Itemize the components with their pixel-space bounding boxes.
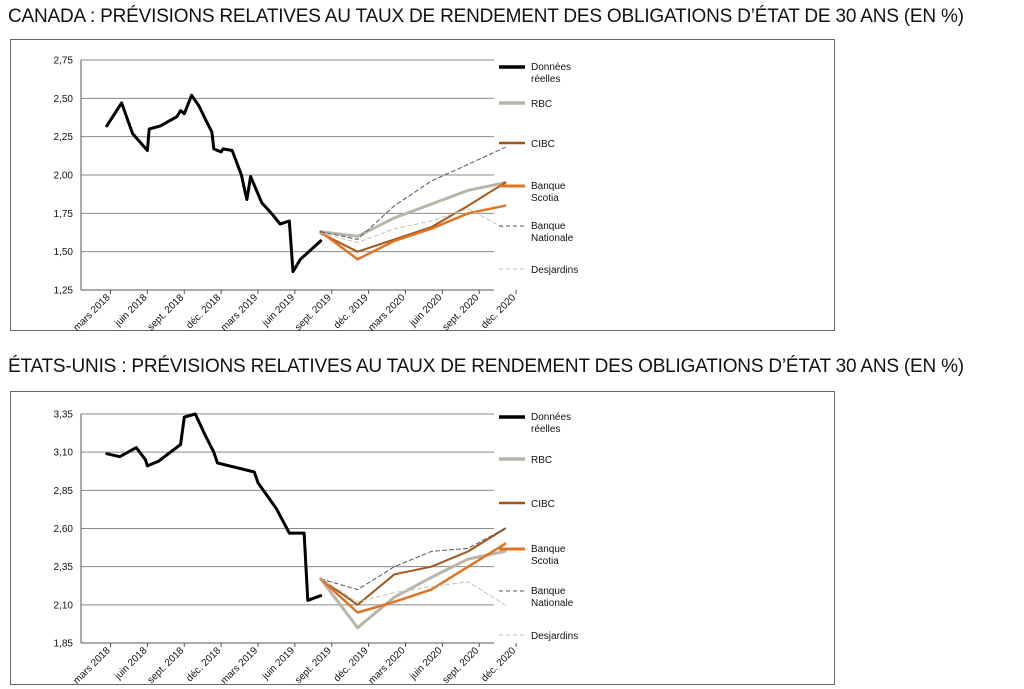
- chart-title-canada: CANADA : PRÉVISIONS RELATIVES AU TAUX DE…: [8, 6, 964, 27]
- series-line-3: [319, 542, 507, 614]
- x-tick-label: sept. 2018: [146, 645, 187, 686]
- x-tick-label: sept. 2018: [146, 292, 187, 332]
- x-tick-label: mars 2018: [71, 292, 112, 332]
- series-line-1: [319, 549, 507, 630]
- x-tick-label: mars 2019: [219, 645, 260, 686]
- legend-label: Desjardins: [531, 265, 578, 276]
- x-tick-label: sept. 2019: [293, 292, 334, 332]
- y-tick-label: 2,50: [54, 94, 74, 105]
- chart-canada: 1,25 1,50 1,75 2,00 2,25 2,50 2,75 mars 2018 jui…: [10, 39, 835, 333]
- x-tick-label: mars 2020: [366, 645, 407, 686]
- x-tick-label: sept. 2020: [441, 292, 482, 332]
- legend-label: Banque Scotia: [531, 544, 566, 567]
- y-tick-label: 1,85: [54, 639, 74, 650]
- x-tick-label: déc. 2018: [184, 292, 223, 331]
- legend-label: RBC: [531, 455, 552, 466]
- series-line-4: [320, 528, 506, 591]
- x-tick-label: juin 2018: [112, 292, 149, 329]
- x-tick-label: mars 2018: [71, 645, 112, 686]
- series-line-0: [105, 93, 323, 274]
- series-line-5: [320, 208, 506, 243]
- x-tick-label: mars 2020: [366, 292, 407, 332]
- y-tick-label: 2,35: [54, 562, 74, 573]
- x-tick-label: juin 2020: [407, 292, 444, 329]
- legend-label: RBC: [531, 99, 552, 110]
- y-tick-label: 2,75: [54, 56, 74, 67]
- y-tick-label: 1,25: [54, 286, 74, 297]
- x-tick-label: sept. 2020: [441, 645, 482, 686]
- chart-title-usa: ÉTATS-UNIS : PRÉVISIONS RELATIVES AU TAU…: [8, 356, 964, 377]
- legend-label: CIBC: [531, 499, 555, 510]
- x-tick-label: déc. 2019: [332, 645, 371, 684]
- legend-label: Données réelles: [531, 62, 571, 85]
- chart-usa: 1,85 2,10 2,35 2,60 2,85 3,10 3,35 mars 2018 jui…: [10, 391, 835, 687]
- y-tick-label: 3,35: [54, 410, 74, 421]
- x-tick-label: juin 2019: [260, 645, 297, 682]
- x-tick-label: déc. 2018: [184, 645, 223, 684]
- series-line-2: [319, 527, 507, 606]
- x-tick-label: mars 2019: [219, 292, 260, 332]
- x-tick-label: déc. 2020: [479, 645, 518, 684]
- x-tick-label: sept. 2019: [293, 645, 334, 686]
- legend-label: Banque Scotia: [531, 181, 566, 204]
- x-tick-label: juin 2018: [112, 645, 149, 682]
- y-tick-label: 2,10: [54, 600, 74, 611]
- y-tick-label: 1,75: [54, 209, 74, 220]
- series-line-0: [105, 412, 323, 602]
- x-tick-label: juin 2020: [407, 645, 444, 682]
- y-tick-label: 2,85: [54, 486, 74, 497]
- legend-label: Banque Nationale: [531, 586, 574, 609]
- series-line-4: [320, 146, 506, 240]
- legend-label: Données réelles: [531, 412, 571, 435]
- x-tick-label: déc. 2019: [332, 292, 371, 331]
- legend-label: CIBC: [531, 139, 555, 150]
- y-tick-label: 2,00: [54, 171, 74, 182]
- series-line-2: [319, 181, 507, 253]
- y-tick-label: 2,25: [54, 132, 74, 143]
- series-line-5: [320, 578, 506, 606]
- legend-label: Desjardins: [531, 631, 578, 642]
- y-tick-label: 1,50: [54, 247, 74, 258]
- y-tick-label: 3,10: [54, 448, 74, 459]
- x-tick-label: déc. 2020: [479, 292, 518, 331]
- legend-label: Banque Nationale: [531, 221, 574, 244]
- x-tick-label: juin 2019: [260, 292, 297, 329]
- series-line-1: [319, 181, 507, 238]
- y-tick-label: 2,60: [54, 524, 74, 535]
